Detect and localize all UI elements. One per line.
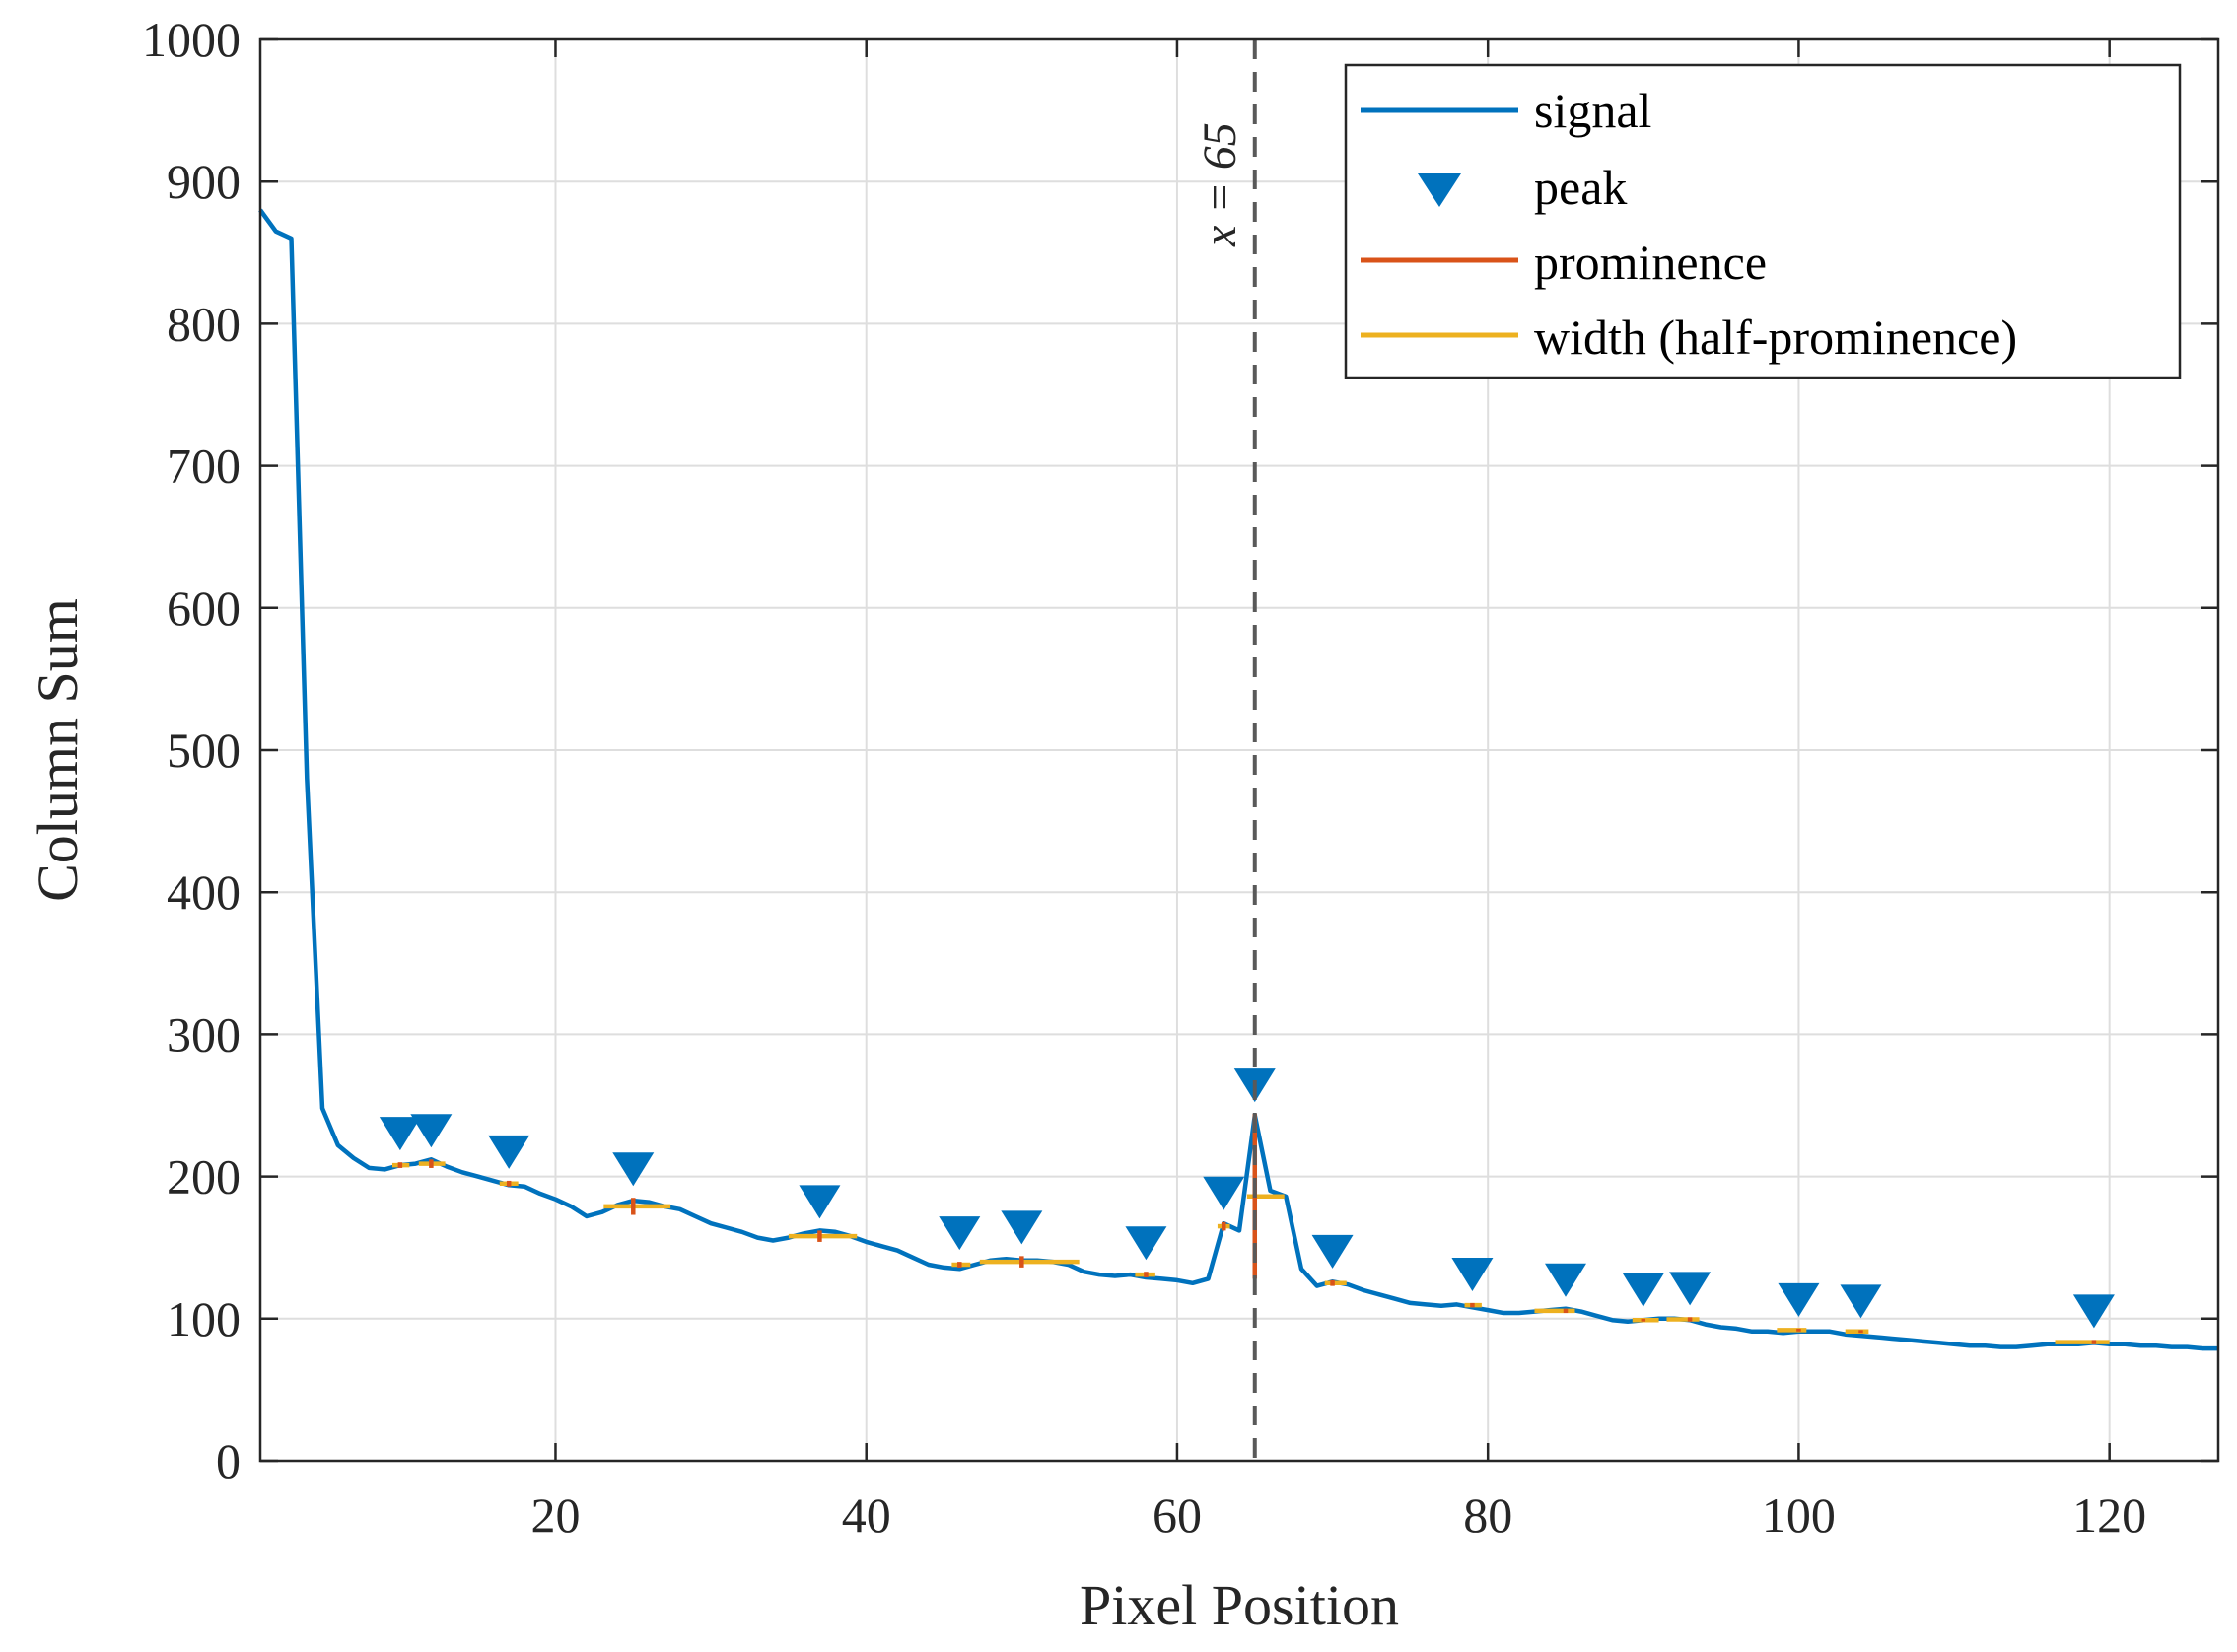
x-tick-label: 20 [530, 1487, 580, 1543]
peak-marker [1545, 1263, 1586, 1297]
peak-marker [379, 1117, 421, 1151]
peak-marker [1125, 1226, 1167, 1261]
legend-peak-swatch [1418, 173, 1461, 207]
axis-ticks: 20 40 60 80 100 120 0 100 200 300 400 500 600 700 800 9… [142, 12, 2218, 1543]
peak-marker [1622, 1273, 1664, 1307]
y-tick-label: 600 [167, 581, 241, 636]
annotation-group: x = 65 [1194, 39, 1257, 1461]
peak-marker [1203, 1176, 1245, 1210]
legend-box [1344, 63, 2182, 379]
peak-marker [799, 1185, 841, 1219]
y-tick-label: 200 [167, 1149, 241, 1205]
x-tick-label: 40 [842, 1487, 891, 1543]
legend-width-label: width (half-prominence) [1534, 310, 2017, 365]
legend-signal-label: signal [1534, 83, 1651, 138]
legend: signal peak prominence width (half-promi… [1344, 63, 2182, 379]
chart-marks [258, 208, 2218, 1351]
x-tick-label: 120 [2072, 1487, 2146, 1543]
vertical-line-label: x = 65 [1194, 122, 1246, 247]
peak-marker [612, 1152, 655, 1187]
peak-marker [1669, 1272, 1712, 1306]
y-tick-label: 900 [167, 154, 241, 209]
x-axis-title: Pixel Position [1080, 1573, 1399, 1637]
x-tick-label: 60 [1153, 1487, 1202, 1543]
peak-marker [1840, 1284, 1882, 1319]
y-tick-label: 700 [167, 439, 241, 494]
y-axis-title: Column Sum [26, 598, 90, 902]
signal-line [258, 208, 2218, 1351]
y-tick-label: 400 [167, 864, 241, 920]
peak-marker [2072, 1294, 2115, 1329]
legend-peak-label: peak [1534, 160, 1627, 215]
y-tick-label: 0 [216, 1433, 241, 1488]
y-tick-label: 1000 [142, 12, 241, 67]
x-tick-label: 80 [1463, 1487, 1512, 1543]
peak-marker [1001, 1210, 1043, 1245]
peak-marker [410, 1114, 453, 1148]
y-tick-label: 500 [167, 723, 241, 778]
peak-marker [488, 1135, 530, 1169]
y-tick-label: 100 [167, 1291, 241, 1346]
y-tick-label: 300 [167, 1006, 241, 1062]
peak-marker [1311, 1234, 1354, 1269]
y-tick-label: 800 [167, 296, 241, 351]
peak-marker [1778, 1282, 1820, 1317]
peak-marker [939, 1216, 981, 1251]
x-tick-label: 100 [1762, 1487, 1836, 1543]
peak-marker [1451, 1257, 1494, 1291]
legend-prominence-label: prominence [1534, 235, 1767, 290]
